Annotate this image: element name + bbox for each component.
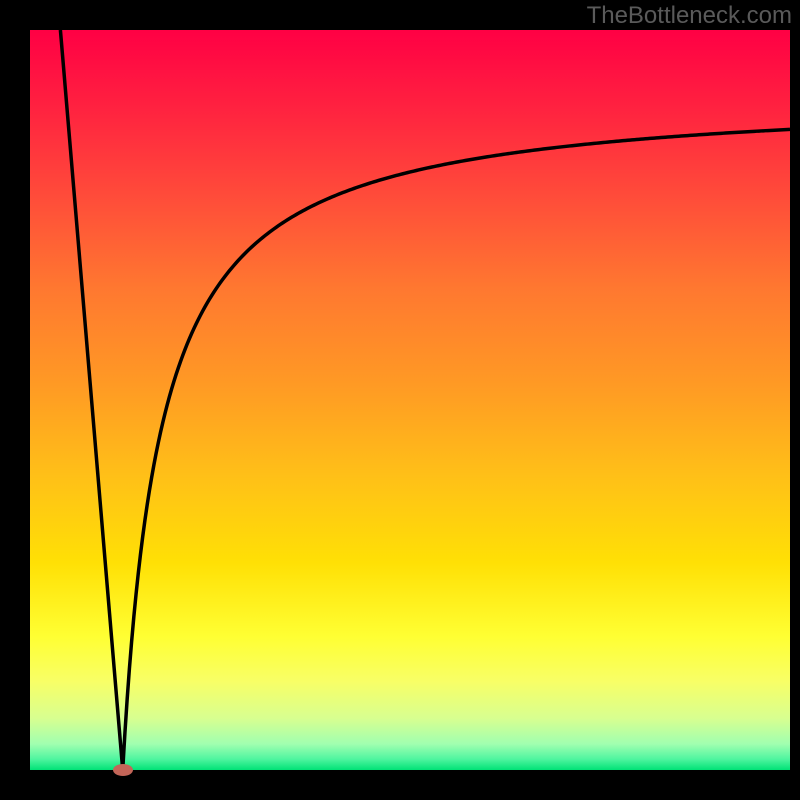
chart-canvas: TheBottleneck.com	[0, 0, 800, 800]
bottleneck-curve	[30, 30, 790, 770]
plot-area	[30, 30, 790, 770]
watermark-label: TheBottleneck.com	[587, 2, 792, 30]
minimum-marker	[111, 762, 135, 778]
